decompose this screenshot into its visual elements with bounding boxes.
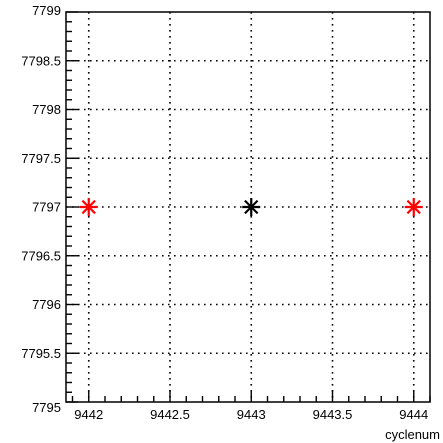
data-points [79,198,423,216]
data-point [404,198,423,216]
axis-ticks [66,11,431,403]
y-tick-label: 7797.5 [21,151,61,166]
y-tick-label: 7796.5 [21,248,61,263]
grid [66,12,430,402]
x-tick-label: 9443.5 [313,407,353,422]
x-tick-label: 9444 [399,407,428,422]
x-axis-label: cyclenum [385,427,440,442]
data-point [242,198,261,216]
y-tick-label: 7797 [32,200,61,215]
y-tick-label: 7799 [32,3,61,18]
x-tick-label: 9442.5 [150,407,190,422]
y-tick-label: 7798 [32,102,61,117]
data-point [79,198,98,216]
y-tick-label: 7795 [32,400,61,415]
x-tick-label: 9442 [74,407,103,422]
tick-labels: 9442 9442.5 9443 9443.5 9444 7795 7795.5 7796 77… [21,3,428,422]
y-tick-label: 7798.5 [21,53,61,68]
y-tick-label: 7796 [32,297,61,312]
y-tick-label: 7795.5 [21,346,61,361]
x-tick-label: 9443 [237,407,266,422]
